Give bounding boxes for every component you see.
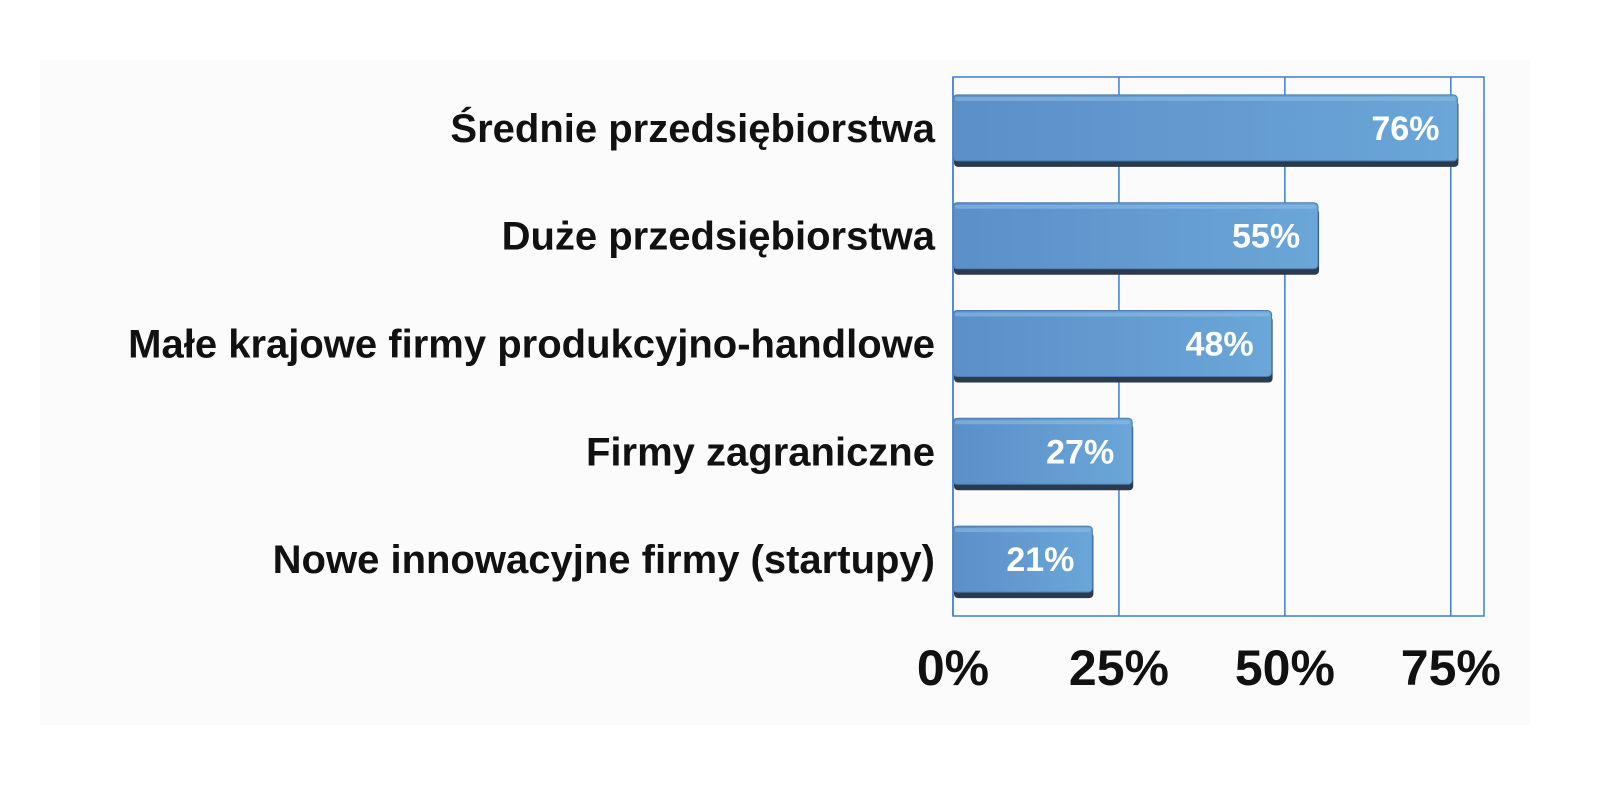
bar — [952, 94, 1458, 162]
x-tick-label: 0% — [917, 640, 989, 696]
category-label: Nowe innowacyjne firmy (startupy) — [273, 538, 935, 582]
x-axis-ticks: 0% 25% 50% 75% — [917, 640, 1501, 696]
category-label: Małe krajowe firmy produkcyjno-handlowe — [128, 323, 935, 367]
bar-value-label: 55% — [1232, 218, 1300, 256]
x-tick-label: 50% — [1235, 640, 1335, 696]
bar-highlight — [955, 528, 1091, 533]
bar-value-label: 76% — [1371, 110, 1439, 148]
bars: 76% 55% 48% 27% 21% — [952, 94, 1459, 599]
x-tick-label: 75% — [1401, 640, 1501, 696]
category-labels: Średnie przedsiębiorstwa Duże przedsiębio… — [128, 105, 936, 582]
category-label: Średnie przedsiębiorstwa — [450, 105, 935, 151]
x-tick-label: 25% — [1069, 640, 1169, 696]
category-label: Firmy zagraniczne — [586, 430, 935, 474]
bar-highlight — [955, 420, 1131, 425]
bar — [952, 310, 1273, 377]
bar — [952, 525, 1093, 593]
chart-panel — [40, 60, 1530, 725]
bar-value-label: 27% — [1046, 433, 1114, 471]
bar-highlight — [955, 312, 1270, 317]
bar-highlight — [955, 204, 1317, 209]
bar — [952, 417, 1133, 485]
category-label: Duże przedsiębiorstwa — [502, 215, 936, 259]
bar-value-label: 48% — [1186, 326, 1254, 364]
bar — [952, 202, 1319, 270]
bar-value-label: 21% — [1006, 541, 1074, 579]
bar-highlight — [955, 96, 1456, 101]
